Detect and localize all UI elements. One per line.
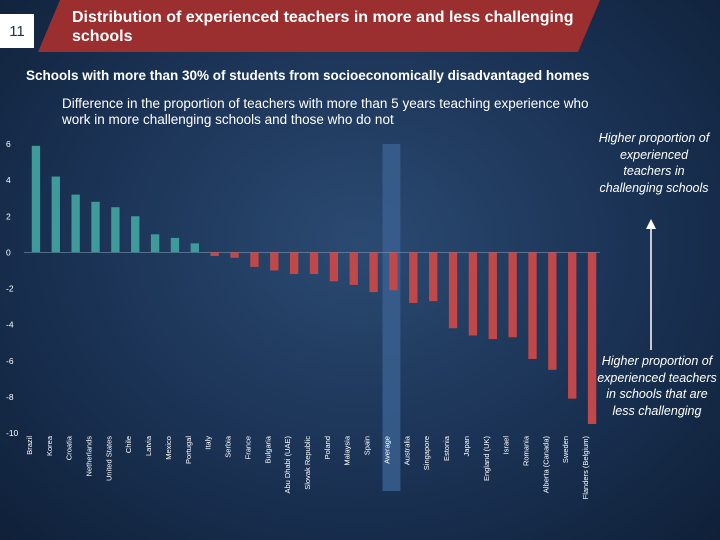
category-label: France	[243, 436, 252, 459]
category-label: Estonia	[442, 435, 451, 461]
bar	[131, 216, 140, 253]
y-tick-label: -6	[6, 356, 14, 366]
category-label: Australia	[402, 435, 411, 465]
category-label: Latvia	[144, 435, 153, 456]
category-label: Flanders (Belgium)	[581, 436, 590, 500]
page-title: Distribution of experienced teachers in …	[72, 9, 574, 45]
category-label: England (UK)	[482, 436, 491, 482]
arrow-up-icon	[646, 219, 656, 229]
category-label: Italy	[204, 436, 213, 450]
y-tick-label: 4	[6, 175, 11, 185]
category-label: Slovak Republic	[303, 436, 312, 490]
category-label: Poland	[323, 436, 332, 459]
category-label: Japan	[462, 436, 471, 456]
category-label: Sweden	[561, 436, 570, 463]
bar	[250, 252, 259, 267]
category-label: Bulgaria	[263, 435, 272, 463]
bar	[409, 252, 418, 303]
bar	[309, 252, 319, 275]
bar	[289, 252, 299, 275]
bar	[170, 237, 180, 253]
y-tick-label: -8	[6, 392, 14, 402]
category-label: Singapore	[422, 436, 431, 470]
category-label: Serbia	[224, 435, 233, 458]
category-label: Spain	[363, 436, 372, 455]
bar	[429, 252, 438, 302]
category-label: Romania	[521, 435, 530, 466]
annotation-top: Higher proportion of experienced teacher…	[598, 131, 710, 195]
category-label: Korea	[45, 435, 54, 456]
slide-number: 11	[0, 14, 34, 48]
category-label: Croatia	[65, 435, 74, 460]
bar	[210, 252, 219, 256]
category-label: Portugal	[184, 436, 193, 464]
category-label: Abu Dhabi (UAE)	[283, 436, 292, 494]
category-label: Brazil	[25, 436, 34, 455]
y-tick-label: 2	[6, 211, 11, 221]
chart-title: Difference in the proportion of teachers…	[62, 96, 589, 127]
category-label: Mexico	[164, 436, 173, 460]
bar	[508, 252, 517, 338]
bar	[468, 252, 478, 336]
bar	[230, 252, 239, 258]
bar	[528, 252, 537, 359]
bar	[548, 252, 557, 370]
category-label: Average	[382, 436, 391, 464]
bar	[329, 252, 339, 282]
title-banner	[38, 0, 600, 52]
category-label: United States	[104, 436, 113, 481]
bar	[488, 252, 497, 340]
bar	[190, 243, 199, 253]
y-tick-label: 6	[6, 139, 11, 149]
category-label: Malaysia	[343, 435, 352, 465]
bar	[369, 252, 378, 293]
bar	[389, 252, 398, 291]
category-label: Netherlands	[85, 436, 94, 477]
y-tick-label: -4	[6, 320, 14, 330]
bar	[71, 194, 80, 253]
annotation-bottom: Higher proportion of experienced teacher…	[597, 354, 717, 418]
bar	[568, 252, 577, 399]
bar	[270, 252, 279, 271]
bar	[111, 207, 120, 253]
page-subtitle: Schools with more than 30% of students f…	[26, 68, 590, 83]
category-label: Israel	[502, 436, 511, 455]
y-tick-label: -10	[6, 428, 19, 438]
bar	[51, 176, 60, 253]
category-label: Chile	[124, 436, 133, 453]
bar	[587, 252, 597, 424]
category-label: Alberta (Canada)	[541, 436, 550, 494]
y-tick-label: 0	[6, 247, 11, 257]
bar	[349, 252, 358, 285]
bar	[150, 234, 160, 253]
average-highlight-band	[382, 144, 401, 491]
bar	[91, 201, 100, 253]
bar	[31, 145, 41, 253]
bar	[448, 252, 458, 329]
y-tick-label: -2	[6, 284, 14, 294]
